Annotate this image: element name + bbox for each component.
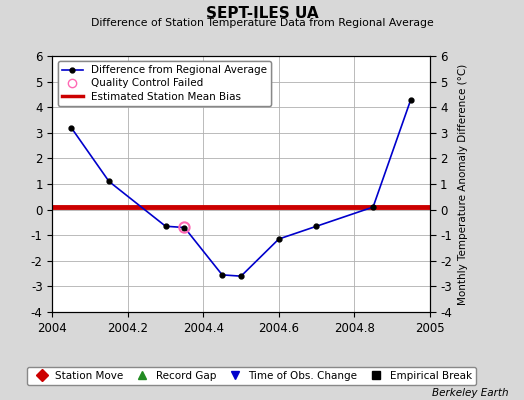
Legend: Station Move, Record Gap, Time of Obs. Change, Empirical Break: Station Move, Record Gap, Time of Obs. C… [27, 367, 476, 385]
Y-axis label: Monthly Temperature Anomaly Difference (°C): Monthly Temperature Anomaly Difference (… [457, 63, 467, 305]
Text: Difference of Station Temperature Data from Regional Average: Difference of Station Temperature Data f… [91, 18, 433, 28]
Text: Berkeley Earth: Berkeley Earth [432, 388, 508, 398]
Text: SEPT-ILES UA: SEPT-ILES UA [206, 6, 318, 21]
Legend: Difference from Regional Average, Quality Control Failed, Estimated Station Mean: Difference from Regional Average, Qualit… [58, 61, 271, 106]
Point [180, 224, 189, 231]
